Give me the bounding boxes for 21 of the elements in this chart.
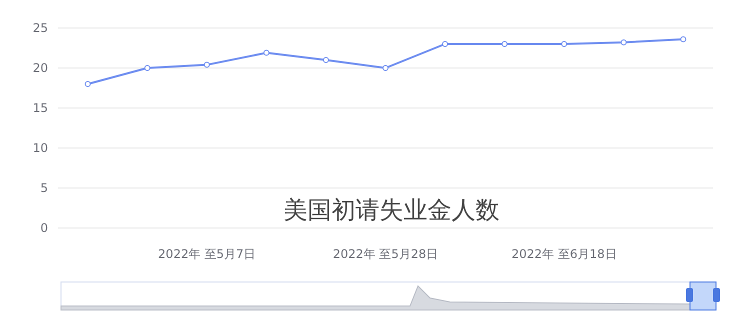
y-tick-label: 5 <box>40 181 48 195</box>
y-tick-label: 10 <box>32 141 48 155</box>
point <box>263 50 270 56</box>
point <box>204 62 210 68</box>
y-tick-label: 25 <box>32 21 48 35</box>
text: 美国初请失业金人数 <box>284 196 500 224</box>
x-tick-label: 2022年 至5月28日 <box>332 247 438 261</box>
point <box>561 41 568 47</box>
point <box>502 41 508 47</box>
y-tick-label: 20 <box>32 61 48 75</box>
y-tick-label: 0 <box>40 221 48 235</box>
point <box>144 65 150 71</box>
x-tick-label: 2022年 至5月7日 <box>158 247 256 261</box>
point <box>84 81 91 87</box>
point <box>382 65 388 71</box>
y-tick-label: 15 <box>32 101 48 115</box>
point <box>322 57 329 63</box>
point <box>620 39 627 46</box>
x-tick-label: 2022年 至6月18日 <box>512 247 617 261</box>
point <box>680 36 686 42</box>
point <box>442 41 448 47</box>
